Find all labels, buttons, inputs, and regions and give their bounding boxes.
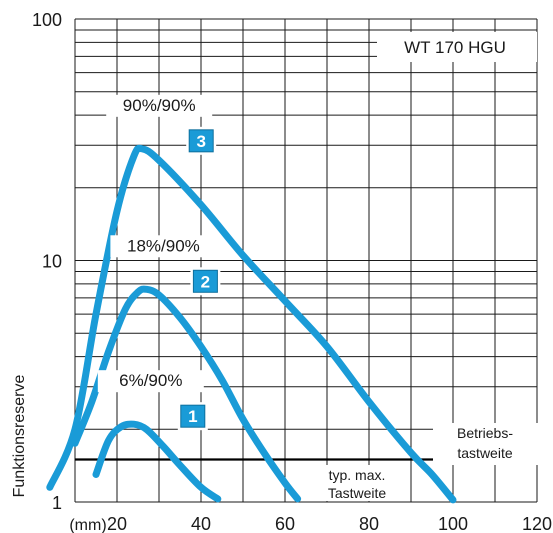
series-label: 6%/90% [119,371,182,390]
ref-label-bottom: tastweite [457,445,512,461]
ref-label-top: Betriebs- [457,425,513,441]
series-group [46,144,457,504]
annotation-line2: Tastweite [328,485,387,501]
series-label-bg [106,94,213,117]
series-badge-number: 1 [188,407,197,426]
x-tick-label: 60 [275,514,295,533]
series-line-1 [92,420,222,503]
legend-box-label: WT 170 HGU [404,38,506,57]
x-tick-label: 120 [522,514,552,533]
series-labels: 90%/90%3 18%/90%2 6%/90% 1 [97,94,221,431]
y-tick-label: 10 [42,252,62,272]
series-badge-number: 2 [201,272,210,291]
x-tick-label: 40 [191,514,211,533]
annotation-bg [318,465,398,501]
annotation-line1: typ. max. [329,467,386,483]
x-tick-label: 80 [359,514,379,533]
ref-label-bg [433,423,541,465]
series-label-bg [97,370,204,393]
series-label: 18%/90% [127,236,200,255]
x-tick-label: 100 [438,514,468,533]
series-label: 90%/90% [123,96,196,115]
y-tick-label: 1 [52,493,62,513]
series-badge [180,404,206,428]
series-badge [188,129,214,153]
series-label-bg [110,235,217,258]
series-badge-number: 3 [196,132,205,151]
y-axis-label: Funktionsreserve [11,375,28,498]
series-line-3 [46,144,457,504]
y-tick-label: 100 [32,10,62,30]
x-tick-label: 20 [107,514,127,533]
x-unit-label: (mm) [69,517,106,533]
series-line-2 [71,285,302,503]
series-badge [192,269,218,293]
legend-box [377,32,537,62]
